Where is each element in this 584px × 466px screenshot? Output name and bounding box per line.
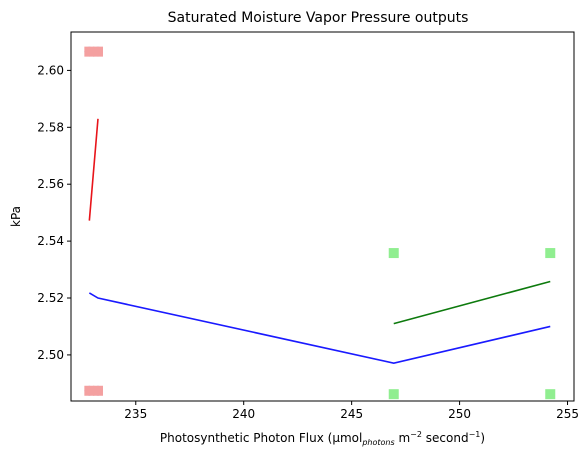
y-axis-label: kPa — [9, 206, 23, 227]
scatter-point — [545, 248, 556, 259]
x-tick-label: 240 — [232, 407, 255, 421]
x-tick-label: 250 — [448, 407, 471, 421]
y-tick-label: 2.58 — [37, 120, 64, 134]
x-axis-label-sub: photons — [361, 438, 394, 447]
x-axis-label-sup2: −1 — [469, 430, 481, 439]
plot-frame — [70, 31, 575, 402]
x-axis-label-mid2: second — [422, 431, 469, 445]
x-axis-label-mid: m — [395, 431, 411, 445]
x-tick-label: 235 — [124, 407, 147, 421]
x-tick-label: 245 — [340, 407, 363, 421]
series-line — [88, 118, 99, 221]
y-axis: 2.50 2.52 2.54 2.56 2.58 2.60 — [37, 63, 71, 362]
y-tick-label: 2.60 — [37, 63, 64, 77]
x-axis-label: Photosynthetic Photon Flux (μmolphotons … — [160, 430, 485, 447]
scatter-point — [388, 389, 399, 400]
scatter-point — [92, 46, 103, 57]
y-tick-label: 2.56 — [37, 177, 64, 191]
x-axis-label-end: ) — [480, 431, 485, 445]
x-axis: 235 240 245 250 255 — [124, 401, 579, 421]
x-axis-label-sup1: −2 — [410, 430, 422, 439]
series-line — [88, 292, 551, 364]
scatter-point — [92, 385, 103, 396]
x-axis-label-main: Photosynthetic Photon Flux (μmol — [160, 431, 362, 445]
chart-title: Saturated Moisture Vapor Pressure output… — [168, 10, 469, 26]
series-line — [393, 280, 551, 325]
scatter-point — [388, 248, 399, 259]
y-tick-label: 2.50 — [37, 348, 64, 362]
x-tick-label: 255 — [556, 407, 579, 421]
plot-area — [84, 46, 556, 400]
scatter-point — [84, 46, 95, 57]
scatter-point — [84, 385, 95, 396]
y-tick-label: 2.52 — [37, 291, 64, 305]
y-tick-label: 2.54 — [37, 234, 64, 248]
scatter-point — [545, 389, 556, 400]
